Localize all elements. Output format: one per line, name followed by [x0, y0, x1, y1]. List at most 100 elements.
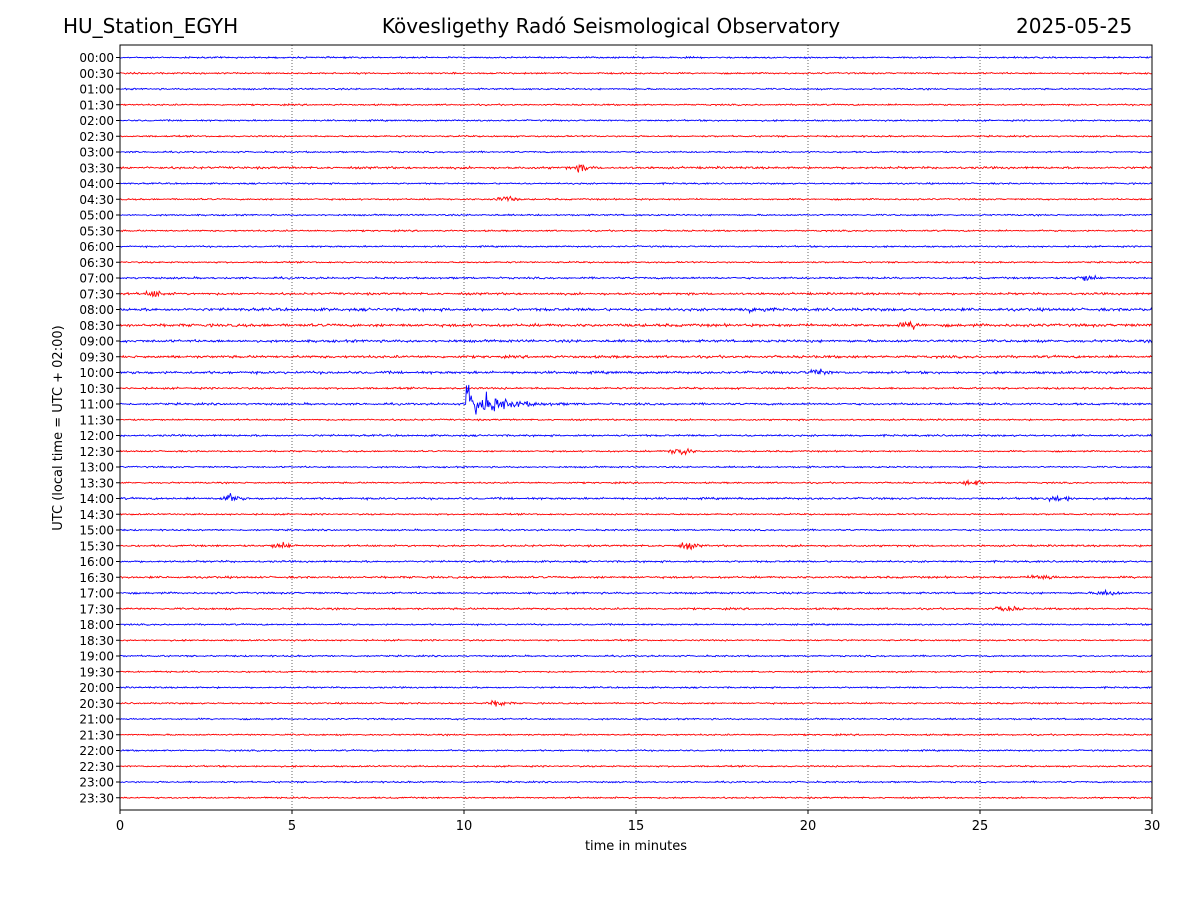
y-tick-label: 13:00	[79, 461, 114, 475]
trace-1130	[119, 417, 1153, 422]
y-tick-label: 20:30	[79, 697, 114, 711]
y-tick-label: 13:30	[79, 476, 114, 490]
y-tick-label: 03:30	[79, 161, 114, 175]
y-tick-label: 02:30	[79, 130, 114, 144]
trace-0100	[119, 87, 1153, 91]
trace-1400	[119, 493, 1153, 503]
trace-1030	[119, 386, 1153, 391]
x-tick-label: 10	[456, 819, 473, 834]
y-tick-label: 19:00	[79, 650, 114, 664]
y-tick-label: 19:30	[79, 665, 114, 679]
x-tick-label: 15	[628, 819, 645, 834]
x-axis: 0 5 10 15 20 25 30	[116, 810, 1160, 834]
trace-0300	[119, 150, 1153, 154]
trace-1900	[119, 654, 1153, 658]
y-tick-label: 12:30	[79, 445, 114, 459]
y-tick-label: 11:00	[79, 398, 114, 412]
date-label: 2025-05-25	[1016, 14, 1133, 38]
y-tick-label: 04:00	[79, 177, 114, 191]
x-tick-label: 30	[1144, 819, 1161, 834]
y-tick-label: 08:00	[79, 303, 114, 317]
trace-1200	[119, 433, 1153, 438]
trace-0200	[119, 118, 1153, 123]
trace-0130	[119, 103, 1153, 107]
observatory-title: Kövesligethy Radó Seismological Observat…	[381, 14, 841, 38]
trace-2100	[119, 717, 1153, 721]
trace-1700	[119, 588, 1153, 596]
trace-0900	[119, 338, 1153, 344]
trace-0330	[119, 163, 1153, 173]
x-axis-label: time in minutes	[585, 839, 687, 854]
y-tick-label: 21:00	[79, 713, 114, 727]
x-tick-label: 5	[288, 819, 296, 834]
trace-1530	[119, 541, 1153, 551]
grid-lines	[291, 45, 981, 810]
trace-0930	[119, 354, 1153, 360]
y-tick-label: 20:00	[79, 681, 114, 695]
trace-1330	[119, 478, 1153, 487]
y-tick-label: 10:00	[79, 366, 114, 380]
y-tick-label: 22:00	[79, 744, 114, 758]
y-tick-label: 15:30	[79, 539, 114, 553]
trace-1730	[119, 605, 1153, 612]
y-tick-label: 02:00	[79, 114, 114, 128]
y-tick-label: 18:00	[79, 618, 114, 632]
trace-2130	[119, 733, 1153, 737]
trace-0800	[119, 306, 1153, 315]
y-tick-label: 09:30	[79, 350, 114, 364]
y-tick-label: 05:30	[79, 224, 114, 238]
trace-0730	[119, 289, 1153, 298]
trace-1230	[119, 447, 1153, 456]
y-tick-label: 06:30	[79, 256, 114, 270]
y-tick-label: 23:00	[79, 776, 114, 790]
y-tick-label: 00:30	[79, 67, 114, 81]
y-tick-label: 07:00	[79, 272, 114, 286]
x-tick-label: 20	[800, 819, 817, 834]
y-tick-label: 04:30	[79, 193, 114, 207]
trace-0400	[119, 181, 1153, 186]
trace-2230	[119, 764, 1153, 768]
y-tick-label: 10:30	[79, 382, 114, 396]
y-tick-label: 01:00	[79, 83, 114, 97]
x-tick-label: 0	[116, 819, 124, 834]
trace-0500	[119, 213, 1153, 217]
y-tick-label: 12:00	[79, 429, 114, 443]
y-tick-label: 17:00	[79, 587, 114, 601]
y-tick-label: 23:30	[79, 791, 114, 805]
x-tick-label: 25	[972, 819, 989, 834]
y-tick-label: 17:30	[79, 602, 114, 616]
trace-2330	[119, 795, 1153, 800]
y-tick-label: 09:00	[79, 335, 114, 349]
trace-2030	[119, 699, 1153, 707]
y-tick-label: 05:00	[79, 209, 114, 223]
y-tick-label: 16:30	[79, 571, 114, 585]
trace-2000	[119, 685, 1153, 690]
trace-1500	[119, 528, 1153, 532]
y-tick-label: 14:30	[79, 508, 114, 522]
station-name: HU_Station_EGYH	[63, 14, 239, 38]
trace-0030	[119, 71, 1153, 75]
y-tick-label: 06:00	[79, 240, 114, 254]
trace-0430	[119, 195, 1153, 203]
trace-1930	[119, 669, 1153, 674]
trace-2200	[119, 748, 1153, 753]
trace-0830	[119, 320, 1153, 330]
y-tick-label: 18:30	[79, 634, 114, 648]
trace-1100	[119, 384, 1153, 415]
trace-0630	[119, 260, 1153, 264]
trace-1430	[119, 512, 1153, 516]
y-tick-label: 07:30	[79, 287, 114, 301]
y-tick-label: 08:30	[79, 319, 114, 333]
trace-1630	[119, 573, 1153, 581]
trace-2300	[119, 780, 1153, 784]
y-tick-label: 00:00	[79, 51, 114, 65]
y-tick-label: 22:30	[79, 760, 114, 774]
trace-0000	[119, 55, 1153, 60]
y-tick-label: 03:00	[79, 146, 114, 160]
trace-0530	[119, 229, 1153, 233]
y-tick-label: 11:30	[79, 413, 114, 427]
trace-1800	[119, 622, 1153, 627]
trace-1600	[119, 559, 1153, 564]
trace-0230	[119, 134, 1153, 138]
